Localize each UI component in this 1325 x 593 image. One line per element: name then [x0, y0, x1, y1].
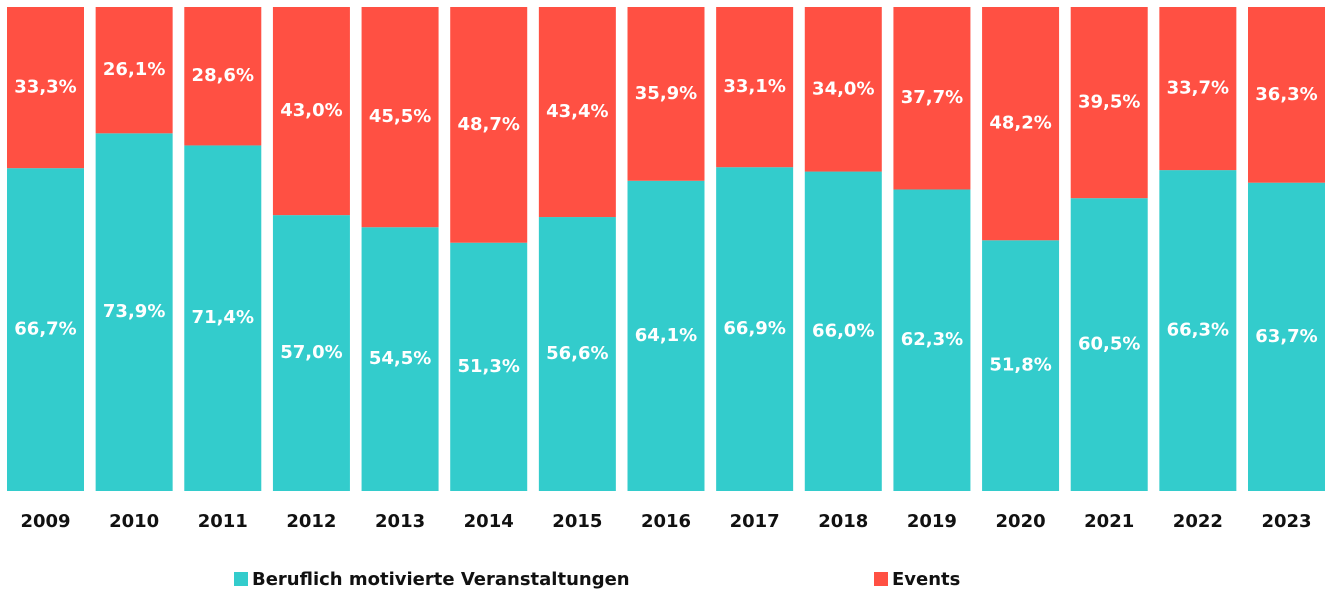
value-label: 34,0%	[812, 78, 874, 99]
bar-segment	[184, 7, 262, 146]
value-label: 48,7%	[457, 114, 519, 135]
value-label: 64,1%	[635, 325, 697, 346]
value-label: 71,4%	[192, 307, 254, 328]
value-label: 54,5%	[369, 348, 431, 369]
x-tick-label: 2022	[1173, 511, 1223, 532]
x-tick-label: 2016	[641, 511, 691, 532]
x-tick-label: 2011	[198, 511, 248, 532]
bar-segment	[627, 180, 705, 492]
bar-segment	[804, 171, 882, 491]
value-label: 56,6%	[546, 343, 608, 364]
bar-segment	[893, 189, 971, 491]
bar-segment	[716, 7, 794, 168]
bar-segment	[1070, 198, 1148, 491]
bar-segment	[1159, 170, 1237, 491]
x-tick-label: 2020	[996, 511, 1046, 532]
value-label: 39,5%	[1078, 92, 1140, 113]
value-label: 57,0%	[280, 342, 342, 363]
x-tick-label: 2019	[907, 511, 957, 532]
value-label: 37,7%	[901, 87, 963, 108]
bar-segment	[184, 145, 262, 491]
legend-label: Events	[892, 569, 960, 590]
bar-segment	[716, 167, 794, 492]
value-label: 28,6%	[192, 65, 254, 86]
value-label: 62,3%	[901, 329, 963, 350]
value-label: 60,5%	[1078, 334, 1140, 355]
bar-segment	[450, 242, 528, 491]
bar-segment	[1070, 7, 1148, 199]
value-label: 66,7%	[14, 319, 76, 340]
bar-segment	[1248, 182, 1325, 491]
bar-segment	[1159, 7, 1237, 171]
bar-segment	[361, 7, 439, 228]
bar-segment	[627, 7, 705, 181]
value-label: 73,9%	[103, 301, 165, 322]
bar-segment	[272, 7, 350, 216]
x-tick-label: 2009	[20, 511, 70, 532]
x-tick-label: 2014	[464, 511, 514, 532]
value-label: 66,9%	[723, 318, 785, 339]
value-label: 26,1%	[103, 59, 165, 80]
x-tick-label: 2012	[286, 511, 336, 532]
x-tick-label: 2021	[1084, 511, 1134, 532]
value-label: 66,0%	[812, 320, 874, 341]
value-label: 51,3%	[457, 356, 519, 377]
bar-segment	[804, 7, 882, 172]
bar-segment	[893, 7, 971, 190]
value-label: 36,3%	[1255, 84, 1317, 105]
x-tick-label: 2023	[1261, 511, 1311, 532]
bar-segment	[361, 227, 439, 491]
value-label: 43,0%	[280, 100, 342, 121]
value-label: 66,3%	[1167, 320, 1229, 341]
bar-segment	[95, 133, 173, 491]
bar-segment	[450, 7, 528, 243]
value-label: 33,3%	[14, 77, 76, 98]
value-label: 33,1%	[723, 76, 785, 97]
value-label: 35,9%	[635, 83, 697, 104]
bar-segment	[272, 215, 350, 491]
x-tick-label: 2017	[730, 511, 780, 532]
bar-segment	[7, 7, 84, 169]
value-label: 45,5%	[369, 106, 431, 127]
x-tick-label: 2010	[109, 511, 159, 532]
value-label: 63,7%	[1255, 326, 1317, 347]
legend-swatch	[234, 572, 248, 586]
value-label: 48,2%	[989, 113, 1051, 134]
x-tick-label: 2015	[552, 511, 602, 532]
legend-label: Beruflich motivierte Veranstaltungen	[252, 569, 630, 590]
bar-segment	[95, 7, 173, 134]
value-label: 51,8%	[989, 355, 1051, 376]
bar-segment	[982, 240, 1060, 491]
x-tick-label: 2018	[818, 511, 868, 532]
value-label: 43,4%	[546, 101, 608, 122]
legend-swatch	[874, 572, 888, 586]
bar-segment	[538, 7, 616, 218]
bar-segment	[7, 168, 84, 491]
bar-segment	[982, 7, 1060, 241]
bar-segment	[1248, 7, 1325, 183]
value-label: 33,7%	[1167, 78, 1229, 99]
bar-segment	[538, 217, 616, 491]
x-tick-label: 2013	[375, 511, 425, 532]
